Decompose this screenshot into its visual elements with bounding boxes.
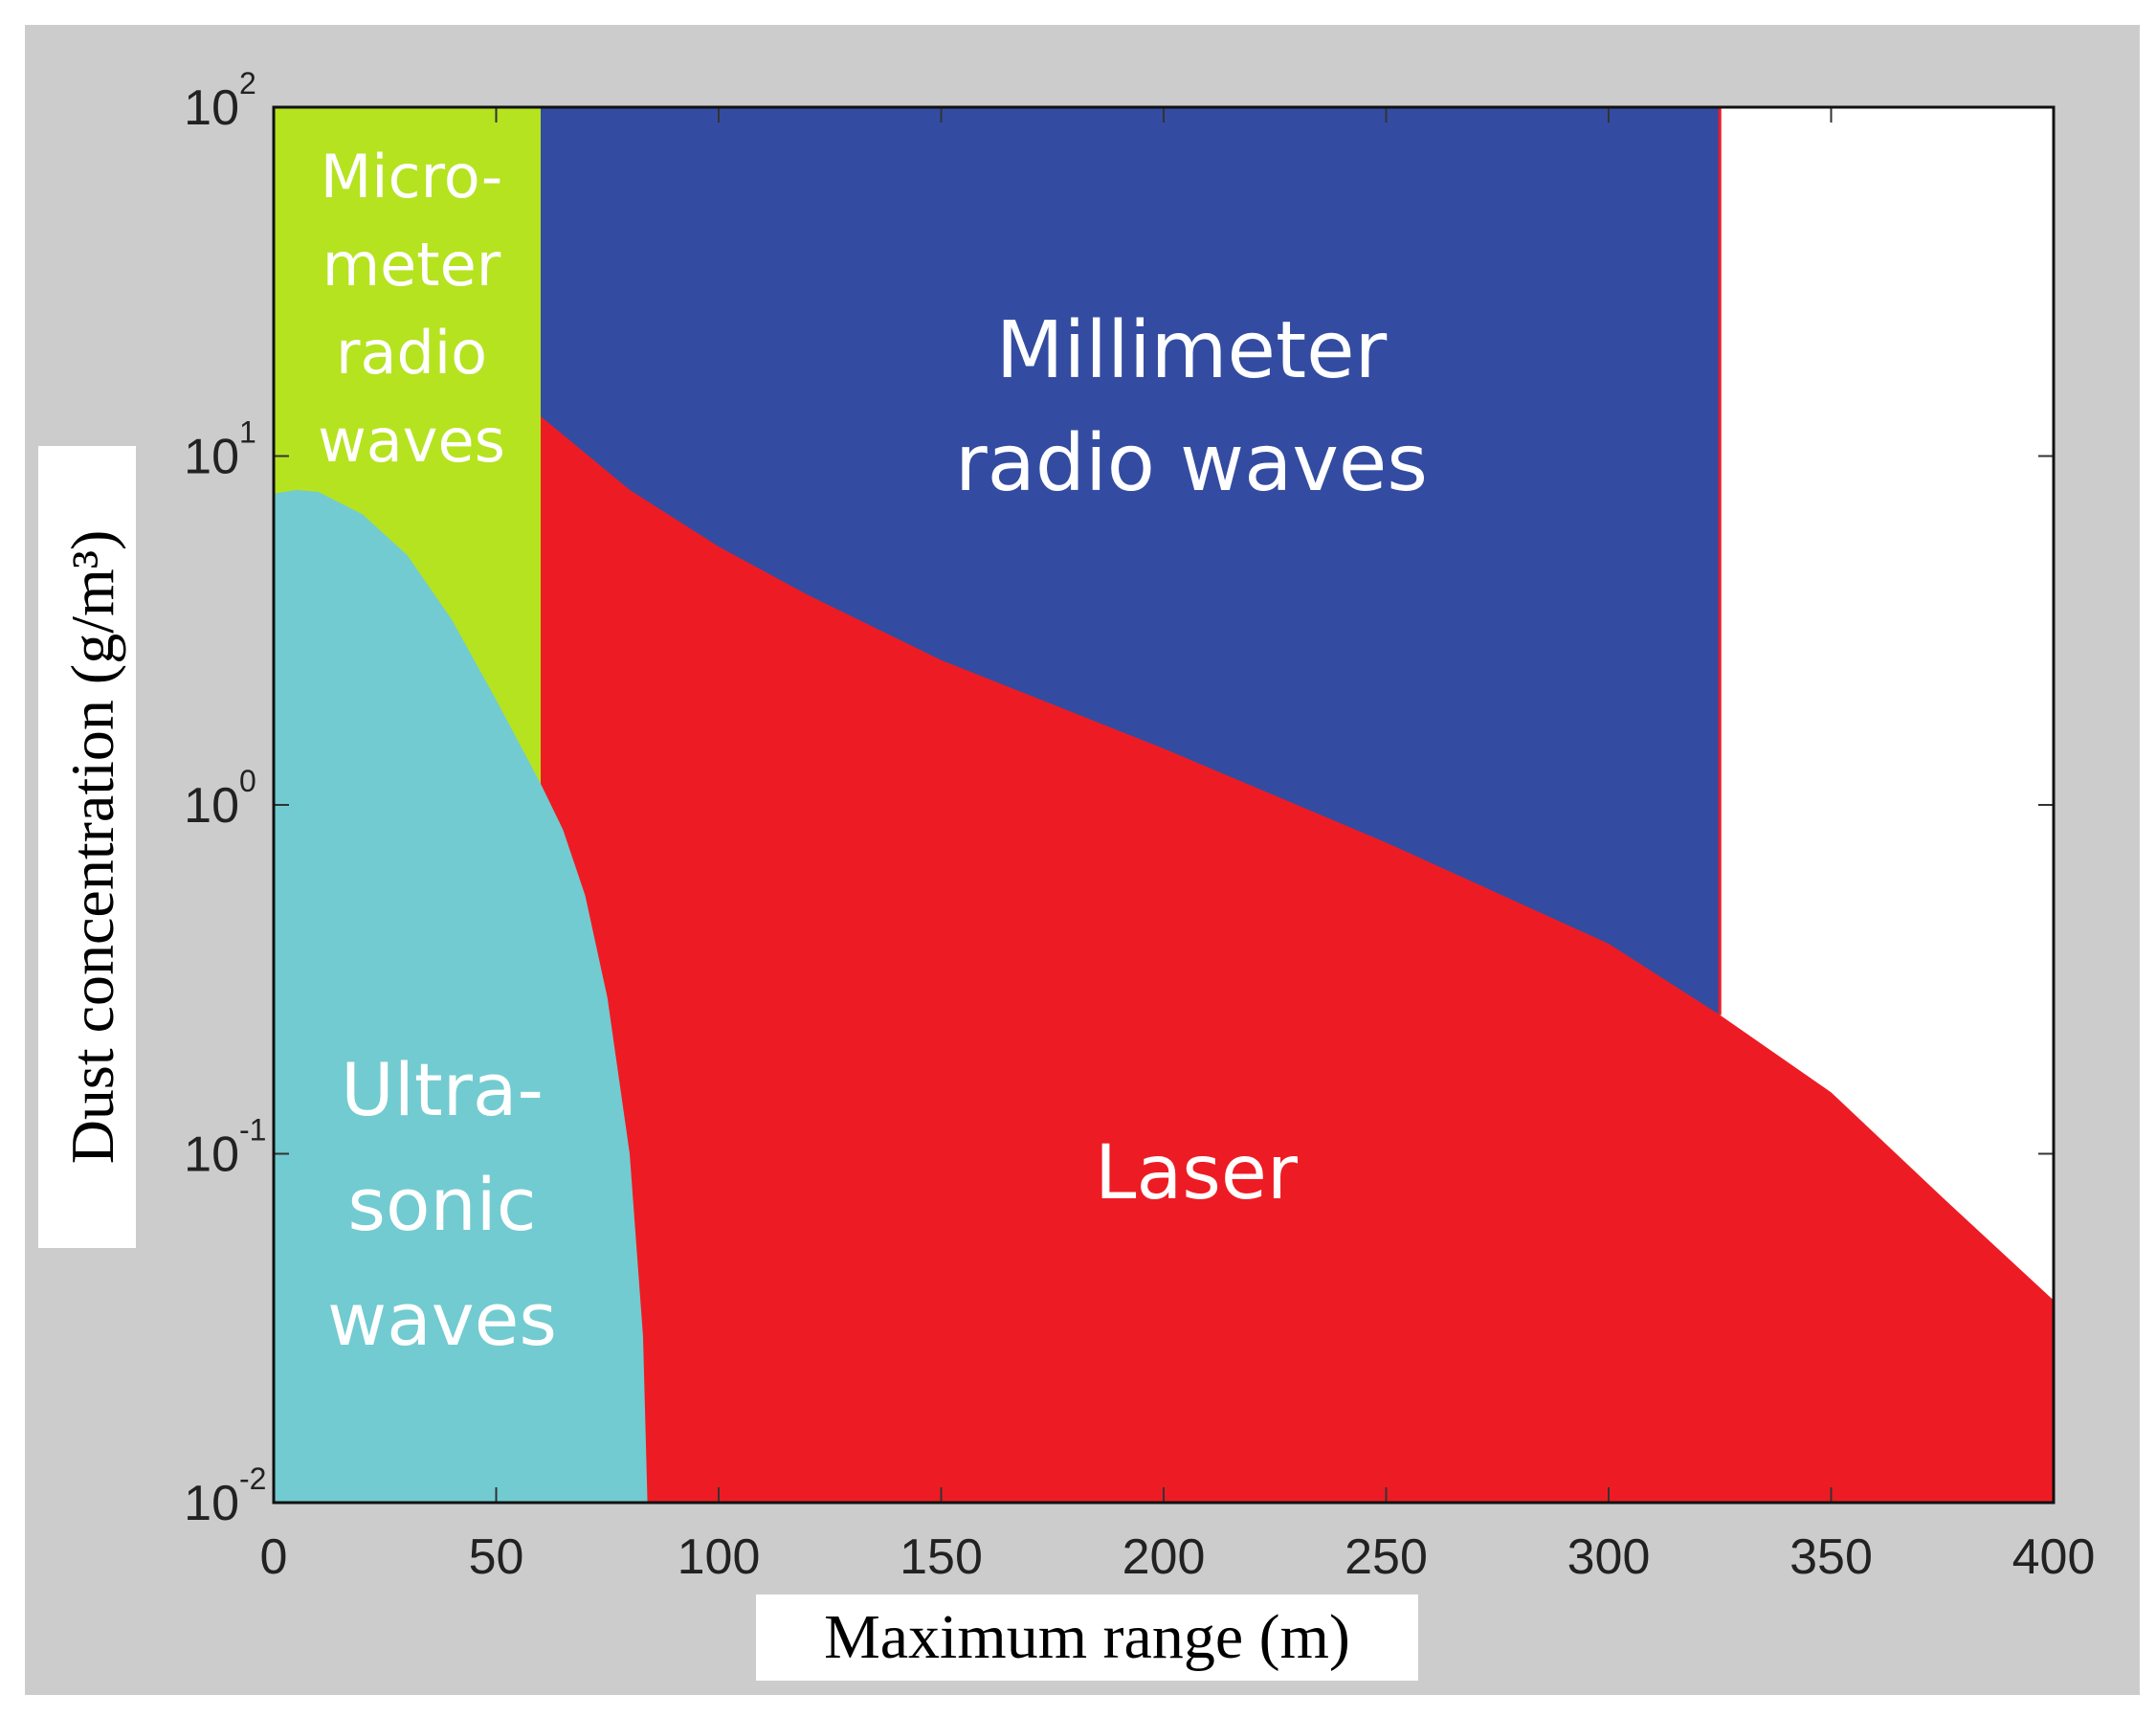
- label-millimeter-radio-waves: Millimeter: [996, 305, 1388, 396]
- x-tick-label: 350: [1789, 1529, 1873, 1585]
- x-tick-label: 0: [260, 1529, 288, 1585]
- y-tick-label: 10: [184, 1476, 239, 1531]
- x-tick-label: 100: [678, 1529, 761, 1585]
- x-tick-label: 400: [2012, 1529, 2096, 1585]
- x-tick-label: 250: [1345, 1529, 1428, 1585]
- y-tick-label-exponent: 2: [239, 66, 256, 100]
- x-axis-tick-labels: 0 50 100 150 200 250 300 350 400: [260, 1529, 2096, 1585]
- y-tick-label-exponent: -1: [239, 1113, 266, 1148]
- region-labels: Micro-meter radio waves Millimeter radio wav…: [318, 142, 1428, 1362]
- plot-border: [272, 105, 2056, 1505]
- x-tick-label: 50: [469, 1529, 524, 1585]
- region-ultrasonic-waves: [274, 489, 648, 1503]
- y-axis-title-bg: [38, 446, 136, 1248]
- label-laser: Laser: [1095, 1130, 1299, 1216]
- y-axis-title: Dust concentration (g/m³): [58, 530, 126, 1165]
- label-ultrasonic-waves: sonic: [347, 1162, 536, 1247]
- y-tick-label: 10: [184, 430, 239, 485]
- x-tick-label: 200: [1122, 1529, 1206, 1585]
- y-tick-label-base: 10: [184, 80, 239, 136]
- y-tick-label: 10: [184, 778, 239, 834]
- label-micrometer-radio-waves: radio: [336, 318, 487, 388]
- y-tick-label: 10: [184, 80, 239, 136]
- label-ultrasonic-waves: Ultra-: [341, 1047, 544, 1132]
- x-tick-label: 300: [1567, 1529, 1651, 1585]
- region-laser: [541, 415, 2054, 1503]
- y-tick-label-base: 10: [184, 1476, 239, 1531]
- label-ultrasonic-waves: waves: [327, 1277, 557, 1362]
- y-tick-label-exponent: 0: [239, 764, 256, 798]
- y-tick-label: 10: [184, 1127, 239, 1183]
- y-tick-label-exponent: 1: [239, 415, 256, 450]
- label-micrometer-radio-waves: waves: [318, 406, 505, 476]
- y-tick-label-base: 10: [184, 778, 239, 834]
- x-axis-title-bg: [756, 1594, 1418, 1681]
- y-tick-label-exponent: -2: [239, 1461, 266, 1496]
- label-micrometer-radio-waves: Micro-: [321, 142, 502, 212]
- x-axis-title: Maximum range (m): [824, 1602, 1350, 1672]
- label-micrometer-radio-waves: meter: [322, 230, 501, 300]
- chart-regions: [274, 107, 2054, 1503]
- y-tick-label-base: 10: [184, 1127, 239, 1183]
- x-tick-label: 150: [900, 1529, 983, 1585]
- y-tick-label-base: 10: [184, 430, 239, 485]
- label-millimeter-radio-waves: radio waves: [955, 418, 1428, 509]
